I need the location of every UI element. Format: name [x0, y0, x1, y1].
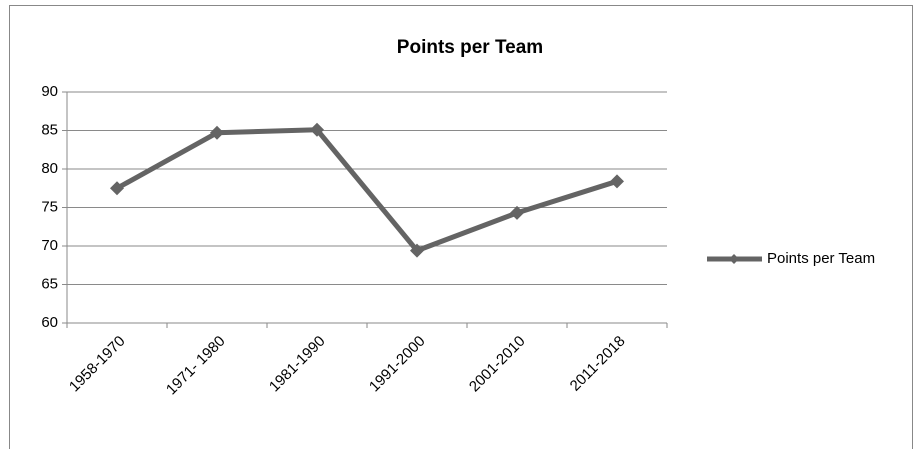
legend-label: Points per Team	[767, 250, 875, 267]
marker	[410, 243, 424, 258]
chart-title: Points per Team	[397, 37, 543, 58]
marker	[210, 125, 224, 140]
y-tick-label: 65	[41, 275, 58, 292]
y-tick-label: 60	[41, 314, 58, 331]
legend-marker	[729, 254, 739, 264]
marker	[310, 122, 324, 137]
y-tick-label: 85	[41, 121, 58, 138]
y-tick-label: 80	[41, 160, 58, 177]
y-tick-label: 70	[41, 237, 58, 254]
series-line	[115, 127, 618, 254]
chart-border	[9, 5, 913, 449]
marker	[110, 181, 124, 196]
marker	[510, 205, 524, 220]
y-tick-label: 90	[41, 83, 58, 100]
y-tick-label: 75	[41, 198, 58, 215]
marker	[610, 174, 624, 189]
